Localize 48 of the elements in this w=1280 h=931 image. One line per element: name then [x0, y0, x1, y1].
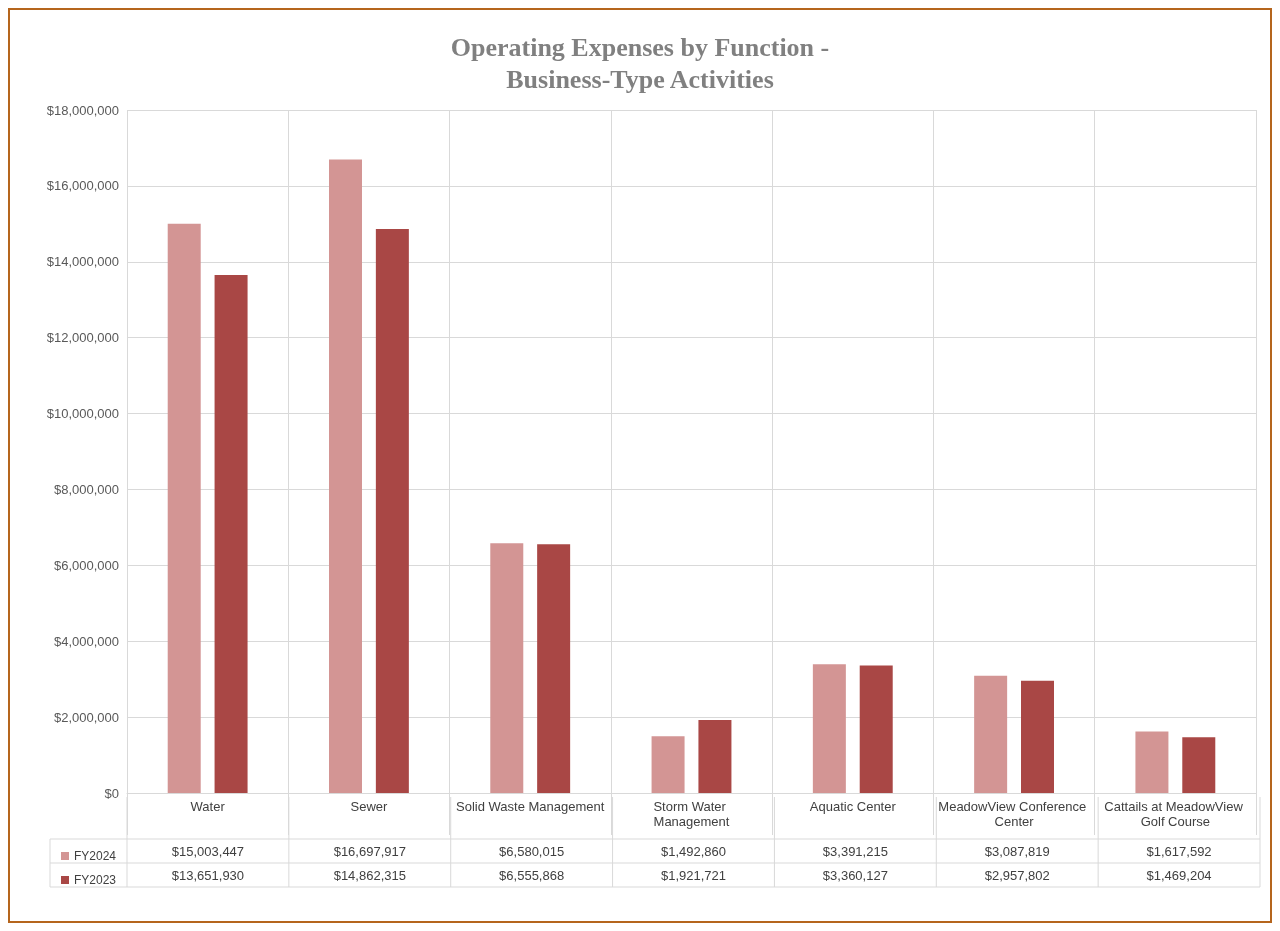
y-tick-label: $10,000,000 — [46, 406, 119, 422]
y-tick-label: $14,000,000 — [46, 254, 119, 270]
y-tick-label: $4,000,000 — [53, 633, 119, 649]
x-tick-label: Sewer — [350, 799, 389, 814]
data-label: $16,697,917 — [333, 843, 406, 859]
bar — [974, 675, 1008, 793]
bar — [698, 720, 732, 793]
legend-label: FY2023 — [74, 873, 117, 887]
bar — [490, 543, 524, 793]
bar — [375, 229, 409, 793]
bar — [214, 274, 248, 793]
x-tick-label: Cattails at MeadowView Golf Course — [1104, 799, 1247, 829]
data-label: $2,957,802 — [984, 867, 1050, 883]
data-label: $3,391,215 — [822, 843, 888, 859]
data-label: $13,651,930 — [171, 867, 245, 883]
x-tick-label: Aquatic Center — [809, 799, 897, 814]
data-label: $1,492,860 — [660, 843, 727, 859]
data-label: $3,087,819 — [984, 843, 1050, 859]
data-label: $14,862,315 — [333, 867, 406, 883]
x-tick-label: MeadowView Conference Center — [938, 799, 1090, 829]
bar — [1182, 737, 1216, 793]
chart-title: Operating Expenses by Function - Business-Type Activities — [450, 32, 830, 94]
bar — [329, 159, 362, 793]
y-tick-label: $16,000,000 — [46, 178, 119, 194]
data-label: $3,360,127 — [822, 867, 888, 883]
y-tick-label: $18,000,000 — [46, 102, 119, 118]
data-label: $6,555,868 — [499, 867, 565, 883]
y-tick-label: $2,000,000 — [53, 709, 119, 725]
data-label: $1,617,592 — [1146, 843, 1212, 859]
data-label: $1,469,204 — [1146, 867, 1212, 883]
data-label: $6,580,015 — [499, 843, 565, 859]
legend-label: FY2024 — [74, 849, 117, 863]
y-tick-label: $12,000,000 — [46, 330, 119, 346]
data-label: $1,921,721 — [660, 867, 727, 883]
bar — [1021, 680, 1054, 793]
bar — [1135, 731, 1169, 793]
bar — [167, 223, 201, 793]
data-label: $15,003,447 — [171, 843, 245, 859]
x-tick-label: Water — [190, 799, 226, 814]
bar — [651, 736, 685, 793]
x-tick-label: Storm Water Management — [653, 799, 730, 829]
bar — [859, 665, 893, 793]
bar — [812, 664, 846, 793]
bar — [537, 544, 571, 793]
x-tick-label: Solid Waste Management — [456, 799, 605, 814]
y-tick-label: $8,000,000 — [53, 481, 119, 497]
y-tick-label: $0 — [104, 785, 119, 801]
y-tick-label: $6,000,000 — [53, 557, 119, 573]
